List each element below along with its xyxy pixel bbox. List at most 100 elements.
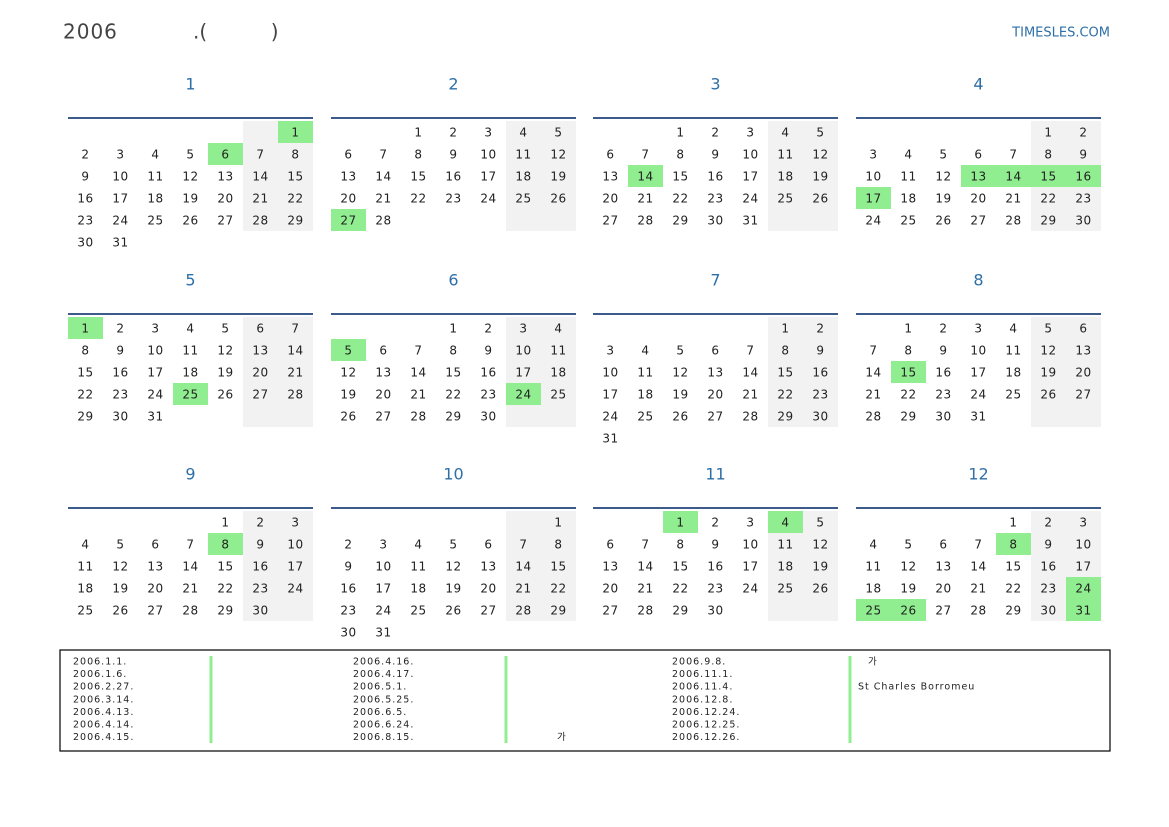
day-number: 16	[812, 366, 828, 380]
day-number: 17	[287, 560, 303, 574]
day-number: 13	[602, 560, 618, 574]
day-number: 6	[151, 538, 159, 552]
holiday-cell	[68, 317, 103, 339]
day-number: 5	[1044, 322, 1052, 336]
weekend-cell	[768, 383, 803, 405]
day-number: 20	[707, 388, 723, 402]
holiday-cell	[628, 165, 663, 187]
day-number: 14	[515, 560, 531, 574]
day-number: 23	[707, 192, 723, 206]
day-number: 22	[1040, 192, 1056, 206]
holiday-cell	[1066, 599, 1101, 621]
day-number: 12	[217, 344, 233, 358]
day-number: 22	[777, 388, 793, 402]
day-number: 29	[1040, 214, 1056, 228]
holiday-name: 가	[868, 657, 878, 668]
day-number: 7	[869, 344, 877, 358]
day-number: 8	[221, 538, 229, 552]
weekend-cell	[803, 121, 838, 143]
day-number: 2	[116, 322, 124, 336]
weekend-cell	[1031, 405, 1066, 427]
weekend-cell	[278, 383, 313, 405]
holiday-cell	[856, 599, 891, 621]
day-number: 22	[550, 582, 566, 596]
day-number: 18	[77, 582, 93, 596]
day-number: 16	[707, 560, 723, 574]
day-number: 18	[637, 388, 653, 402]
day-number: 20	[252, 366, 268, 380]
day-number: 15	[900, 366, 916, 380]
day-number: 7	[746, 344, 754, 358]
day-number: 8	[1009, 538, 1017, 552]
day-number: 26	[935, 214, 951, 228]
day-number: 11	[777, 538, 793, 552]
day-number: 23	[935, 388, 951, 402]
day-number: 28	[742, 410, 758, 424]
day-number: 10	[1075, 538, 1091, 552]
day-number: 5	[816, 126, 824, 140]
weekend-cell	[803, 339, 838, 361]
day-number: 19	[935, 192, 951, 206]
holiday-date: 2006.8.15.	[353, 732, 414, 743]
day-number: 6	[344, 148, 352, 162]
day-number: 23	[112, 388, 128, 402]
day-number: 12	[935, 170, 951, 184]
day-number: 2	[1044, 516, 1052, 530]
day-number: 13	[252, 344, 268, 358]
day-number: 20	[147, 582, 163, 596]
weekend-cell	[278, 209, 313, 231]
day-number: 5	[904, 538, 912, 552]
day-number: 22	[672, 192, 688, 206]
holiday-cell	[208, 533, 243, 555]
holiday-cell	[996, 165, 1031, 187]
day-number: 15	[445, 366, 461, 380]
day-number: 25	[777, 192, 793, 206]
day-number: 7	[1009, 148, 1017, 162]
holiday-date: 2006.12.25.	[672, 720, 740, 731]
day-number: 4	[81, 538, 89, 552]
holiday-cell	[996, 533, 1031, 555]
day-number: 3	[606, 344, 614, 358]
day-number: 2	[344, 538, 352, 552]
weekend-cell	[243, 361, 278, 383]
weekend-cell	[1031, 143, 1066, 165]
weekend-cell	[1031, 121, 1066, 143]
day-number: 3	[291, 516, 299, 530]
day-number: 17	[742, 170, 758, 184]
day-number: 24	[375, 604, 391, 618]
day-number: 16	[252, 560, 268, 574]
day-number: 1	[1044, 126, 1052, 140]
day-number: 1	[554, 516, 562, 530]
holiday-cell	[891, 361, 926, 383]
day-number: 21	[637, 582, 653, 596]
day-number: 9	[449, 148, 457, 162]
weekend-cell	[803, 599, 838, 621]
day-number: 14	[182, 560, 198, 574]
weekend-cell	[541, 339, 576, 361]
day-number: 10	[742, 538, 758, 552]
day-number: 27	[970, 214, 986, 228]
weekend-cell	[803, 361, 838, 383]
day-number: 13	[1075, 344, 1091, 358]
day-number: 11	[777, 148, 793, 162]
day-number: 4	[781, 126, 789, 140]
holiday-date: 2006.5.25.	[353, 694, 414, 705]
weekend-cell	[768, 405, 803, 427]
day-number: 15	[672, 170, 688, 184]
holiday-date: 2006.4.16.	[353, 657, 414, 668]
day-number: 21	[637, 192, 653, 206]
day-number: 23	[252, 582, 268, 596]
day-number: 29	[672, 214, 688, 228]
day-number: 17	[742, 560, 758, 574]
day-number: 12	[340, 366, 356, 380]
weekend-cell	[506, 405, 541, 427]
holiday-cell	[1066, 577, 1101, 599]
month-title: 7	[710, 271, 720, 290]
day-number: 20	[602, 192, 618, 206]
day-number: 27	[480, 604, 496, 618]
weekend-cell	[243, 121, 278, 143]
day-number: 15	[287, 170, 303, 184]
day-number: 3	[151, 322, 159, 336]
day-number: 25	[637, 410, 653, 424]
day-number: 5	[816, 516, 824, 530]
